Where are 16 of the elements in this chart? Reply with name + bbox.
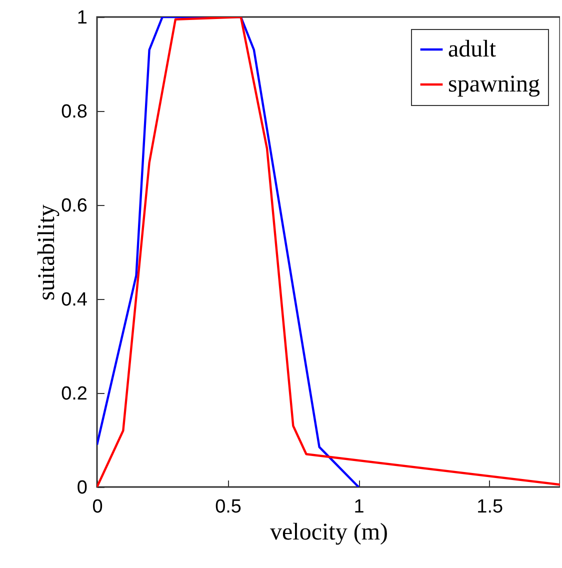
legend-label: spawning [448,72,540,98]
legend-label: adult [448,36,496,62]
y-tick-label: 0 [76,478,88,498]
x-axis-title: velocity (m) [270,520,388,546]
y-tick-label: 0.8 [61,102,88,122]
x-tick-label: 0 [92,496,103,518]
x-tick-label: 0.5 [215,496,242,518]
x-tick-label: 1.5 [476,496,504,518]
y-tick-label: 0.6 [61,196,88,216]
x-tick-label: 1 [354,496,364,518]
y-axis-title: suitability [34,204,60,300]
line-series [97,17,560,487]
line-series [97,17,360,487]
y-tick-label: 1 [76,8,88,28]
y-tick-label: 0.2 [61,384,88,404]
y-tick-label: 0.4 [61,290,88,310]
